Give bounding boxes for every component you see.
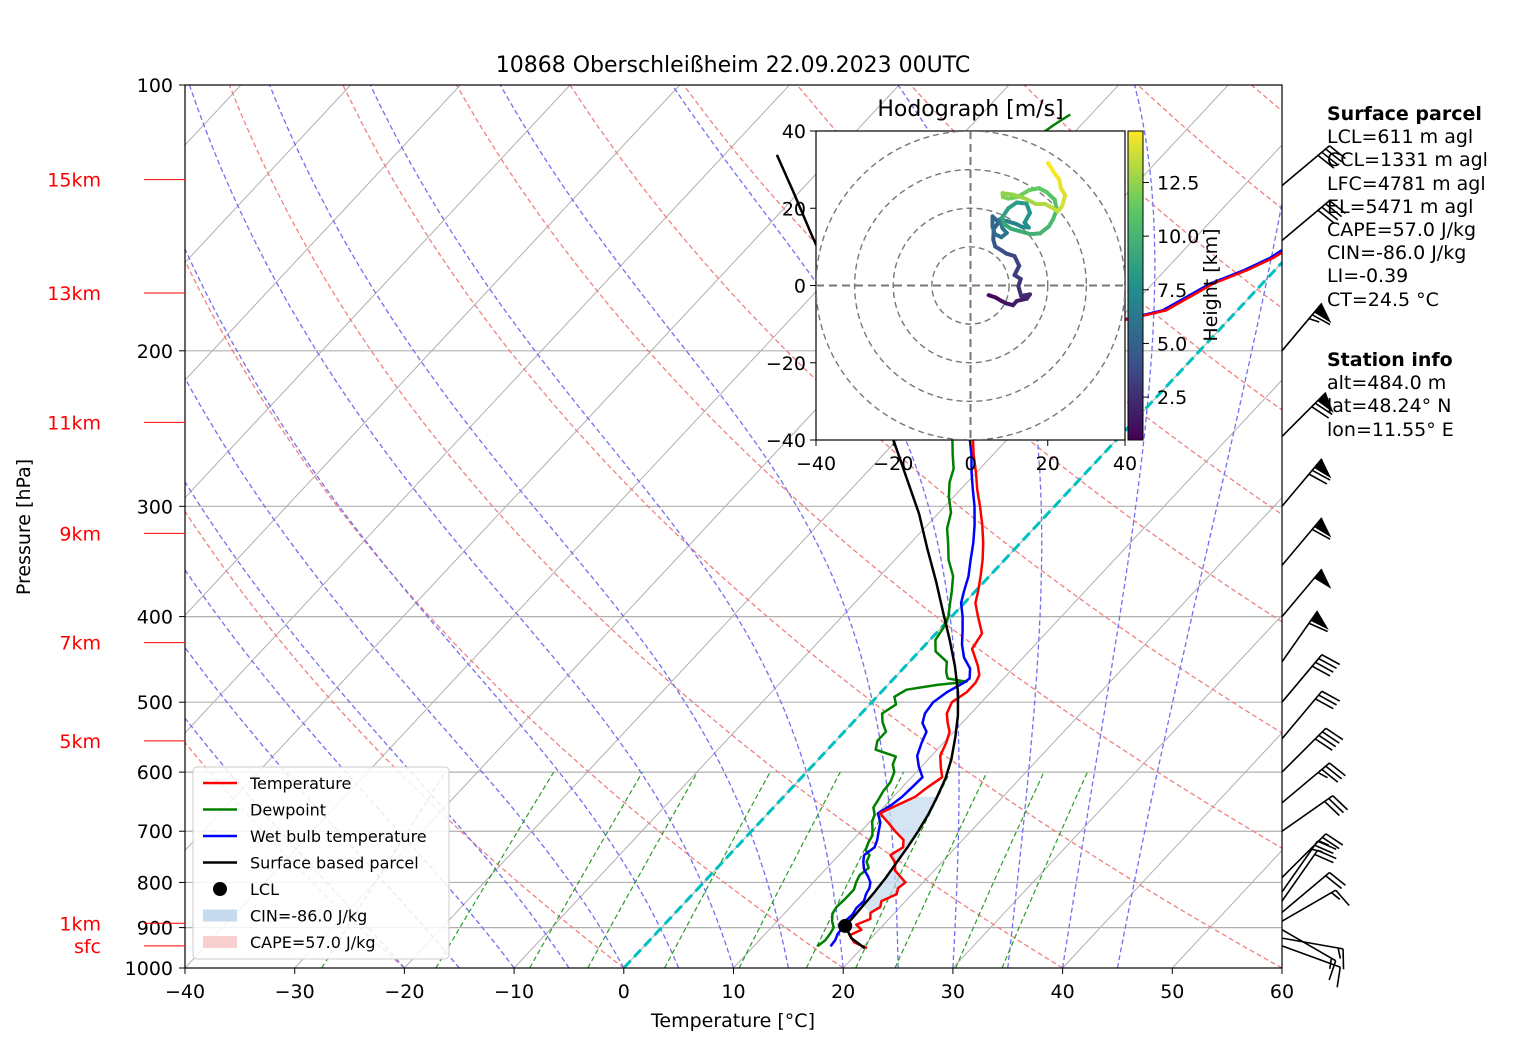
x-tick-label: −10 [494, 981, 534, 1003]
height-label: 11km [47, 412, 101, 434]
y-tick-label: 500 [137, 692, 173, 714]
y-tick-label: 800 [137, 872, 173, 894]
surface-parcel-line: CAPE=57.0 J/kg [1327, 219, 1488, 242]
colorbar [1128, 131, 1143, 440]
mixing-ratio-line [436, 772, 554, 968]
station-info-heading: Station info [1327, 349, 1454, 372]
wind-barb [1282, 655, 1340, 702]
surface-parcel-line: EL=5471 m agl [1327, 196, 1488, 219]
x-tick-label: −20 [384, 981, 424, 1003]
wind-barb [1282, 796, 1348, 832]
x-tick-label: −40 [165, 981, 205, 1003]
hodograph-x-tick-label: −40 [796, 453, 836, 475]
wind-barb [1282, 611, 1329, 662]
chart-title: 10868 Oberschleißheim 22.09.2023 00UTC [496, 53, 971, 78]
colorbar-tick-label: 10.0 [1157, 226, 1199, 248]
mixing-ratio-line [806, 772, 903, 968]
station-info-line: alt=484.0 m [1327, 372, 1454, 395]
wind-barb [1282, 890, 1349, 921]
legend-label: Temperature [249, 774, 351, 793]
surface-parcel-panel: Surface parcel LCL=611 m agl CCL=1331 m … [1327, 103, 1488, 312]
legend-label: CAPE=57.0 J/kg [250, 933, 376, 952]
surface-parcel-heading: Surface parcel [1327, 103, 1488, 126]
x-tick-label: 40 [1051, 981, 1075, 1003]
colorbar-tick-label: 12.5 [1157, 173, 1199, 195]
wind-barb [1282, 569, 1331, 616]
station-info-line: lon=11.55° E [1327, 419, 1454, 442]
legend-swatch [203, 936, 237, 948]
x-tick-label: 30 [941, 981, 965, 1003]
height-label: 15km [47, 170, 101, 192]
height-label: 13km [47, 283, 101, 305]
y-tick-label: 700 [137, 821, 173, 843]
legend-label: Dewpoint [250, 801, 326, 820]
legend-label: Surface based parcel [250, 854, 419, 873]
wind-barb [1282, 841, 1336, 892]
mixing-ratio-line [530, 772, 643, 968]
wind-barb [1282, 393, 1334, 437]
surface-parcel-line: CT=24.5 °C [1327, 289, 1488, 312]
wind-barb [1282, 303, 1331, 350]
legend: Temperature Dewpoint Wet bulb temperature S… [193, 767, 449, 959]
hodograph-y-tick-label: −20 [766, 353, 806, 375]
station-info-panel: Station info alt=484.0 m lat=48.24° N lo… [1327, 349, 1454, 442]
y-tick-label: 600 [137, 762, 173, 784]
x-tick-label: 50 [1160, 981, 1184, 1003]
height-label: 5km [59, 731, 101, 753]
colorbar-tick-label: 7.5 [1157, 280, 1187, 302]
wind-barb [1282, 834, 1343, 878]
x-tick-label: 60 [1270, 981, 1294, 1003]
lcl-marker [838, 919, 852, 933]
colorbar-label: Height [km] [1200, 228, 1222, 341]
surface-parcel-line: CCL=1331 m agl [1327, 149, 1488, 172]
x-tick-label: 10 [721, 981, 745, 1003]
station-info-line: lat=48.24° N [1327, 395, 1454, 418]
y-tick-label: 400 [137, 607, 173, 629]
y-tick-label: 900 [137, 918, 173, 940]
x-axis-label: Temperature [°C] [650, 1010, 815, 1032]
hodograph-x-tick-label: 20 [1036, 453, 1060, 475]
hodograph-y-tick-label: 40 [782, 121, 806, 143]
x-tick-label: −30 [275, 981, 315, 1003]
surface-parcel-line: LFC=4781 m agl [1327, 173, 1488, 196]
legend-label: Wet bulb temperature [250, 827, 427, 846]
y-tick-label: 300 [137, 496, 173, 518]
wind-barb [1282, 763, 1345, 803]
y-tick-label: 200 [137, 341, 173, 363]
mixing-ratio-line [588, 772, 698, 968]
x-tick-label: 0 [618, 981, 630, 1003]
colorbar-tick-label: 2.5 [1157, 387, 1187, 409]
wind-barb [1282, 459, 1331, 506]
hodograph-title: Hodograph [m/s] [877, 97, 1063, 122]
height-label: 1km [59, 913, 101, 935]
surface-parcel-line: LCL=611 m agl [1327, 126, 1488, 149]
y-tick-label: 1000 [125, 958, 173, 980]
wind-barb [1282, 850, 1336, 901]
hodograph-y-tick-label: −40 [766, 430, 806, 452]
surface-parcel-line: CIN=-86.0 J/kg [1327, 242, 1488, 265]
hodograph-y-tick-label: 0 [794, 276, 806, 298]
legend-swatch [203, 910, 237, 922]
height-label: 9km [59, 523, 101, 545]
legend-label: CIN=-86.0 J/kg [250, 907, 367, 926]
x-tick-label: 20 [831, 981, 855, 1003]
colorbar-tick-label: 5.0 [1157, 333, 1187, 355]
hodograph-y-tick-label: 20 [782, 198, 806, 220]
y-axis-label: Pressure [hPa] [13, 459, 35, 595]
wind-barb [1282, 518, 1331, 565]
height-label: sfc [74, 936, 101, 958]
surface-parcel-line: LI=-0.39 [1327, 265, 1488, 288]
y-tick-label: 100 [137, 75, 173, 97]
hodograph-x-tick-label: 40 [1113, 453, 1137, 475]
legend-label: LCL [250, 880, 279, 899]
mixing-ratio-line [956, 772, 1044, 968]
hodograph-x-tick-label: −20 [873, 453, 913, 475]
hodograph-x-tick-label: 0 [964, 453, 976, 475]
height-label: 7km [59, 633, 101, 655]
legend-swatch [213, 882, 227, 896]
